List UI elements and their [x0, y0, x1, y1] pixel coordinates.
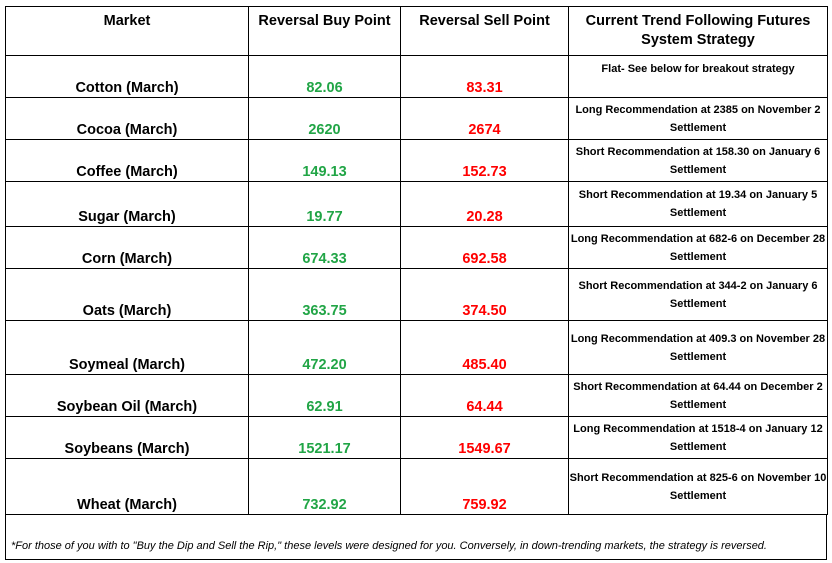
strategy-text: Short Recommendation at 19.34 on January… [568, 181, 828, 227]
sell-point: 692.58 [400, 226, 569, 269]
sell-point: 759.92 [400, 458, 569, 515]
strategy-text: Long Recommendation at 1518-4 on January… [568, 416, 828, 459]
footnote-box: *For those of you with to "Buy the Dip a… [5, 515, 827, 560]
header-strategy: Current Trend Following Futures System S… [568, 6, 828, 56]
strategy-text: Long Recommendation at 409.3 on November… [568, 320, 828, 375]
market-name: Soybean Oil (March) [5, 374, 249, 417]
market-name: Oats (March) [5, 268, 249, 321]
market-name: Cocoa (March) [5, 97, 249, 140]
table-row: Sugar (March) 19.77 20.28 Short Recommen… [5, 181, 828, 227]
buy-point: 2620 [248, 97, 401, 140]
header-market: Market [5, 6, 249, 56]
strategy-text: Long Recommendation at 2385 on November … [568, 97, 828, 140]
market-name: Soybeans (March) [5, 416, 249, 459]
table-row: Cotton (March) 82.06 83.31 Flat- See bel… [5, 55, 828, 98]
buy-point: 674.33 [248, 226, 401, 269]
buy-point: 62.91 [248, 374, 401, 417]
buy-point: 82.06 [248, 55, 401, 98]
futures-table-container: Market Reversal Buy Point Reversal Sell … [5, 6, 828, 560]
sell-point: 64.44 [400, 374, 569, 417]
buy-point: 363.75 [248, 268, 401, 321]
footnote-text: *For those of you with to "Buy the Dip a… [11, 540, 767, 552]
buy-point: 149.13 [248, 139, 401, 182]
sell-point: 485.40 [400, 320, 569, 375]
strategy-text: Short Recommendation at 344-2 on January… [568, 268, 828, 321]
sell-point: 20.28 [400, 181, 569, 227]
sell-point: 374.50 [400, 268, 569, 321]
strategy-text: Flat- See below for breakout strategy [568, 55, 828, 98]
buy-point: 732.92 [248, 458, 401, 515]
sell-point: 83.31 [400, 55, 569, 98]
market-name: Cotton (March) [5, 55, 249, 98]
table-row: Soybean Oil (March) 62.91 64.44 Short Re… [5, 374, 828, 417]
header-sell: Reversal Sell Point [400, 6, 569, 56]
table-row: Oats (March) 363.75 374.50 Short Recomme… [5, 268, 828, 321]
table-row: Coffee (March) 149.13 152.73 Short Recom… [5, 139, 828, 182]
header-buy: Reversal Buy Point [248, 6, 401, 56]
table-row: Wheat (March) 732.92 759.92 Short Recomm… [5, 458, 828, 515]
strategy-text: Short Recommendation at 158.30 on Januar… [568, 139, 828, 182]
strategy-text: Long Recommendation at 682-6 on December… [568, 226, 828, 269]
table-row: Soymeal (March) 472.20 485.40 Long Recom… [5, 320, 828, 375]
buy-point: 19.77 [248, 181, 401, 227]
sell-point: 1549.67 [400, 416, 569, 459]
table-row: Cocoa (March) 2620 2674 Long Recommendat… [5, 97, 828, 140]
market-name: Wheat (March) [5, 458, 249, 515]
header-row: Market Reversal Buy Point Reversal Sell … [5, 6, 828, 56]
market-name: Sugar (March) [5, 181, 249, 227]
market-name: Corn (March) [5, 226, 249, 269]
market-name: Coffee (March) [5, 139, 249, 182]
buy-point: 1521.17 [248, 416, 401, 459]
table-row: Soybeans (March) 1521.17 1549.67 Long Re… [5, 416, 828, 459]
strategy-text: Short Recommendation at 64.44 on Decembe… [568, 374, 828, 417]
strategy-text: Short Recommendation at 825-6 on Novembe… [568, 458, 828, 515]
sell-point: 2674 [400, 97, 569, 140]
futures-table: Market Reversal Buy Point Reversal Sell … [5, 6, 828, 515]
market-name: Soymeal (March) [5, 320, 249, 375]
sell-point: 152.73 [400, 139, 569, 182]
buy-point: 472.20 [248, 320, 401, 375]
table-row: Corn (March) 674.33 692.58 Long Recommen… [5, 226, 828, 269]
